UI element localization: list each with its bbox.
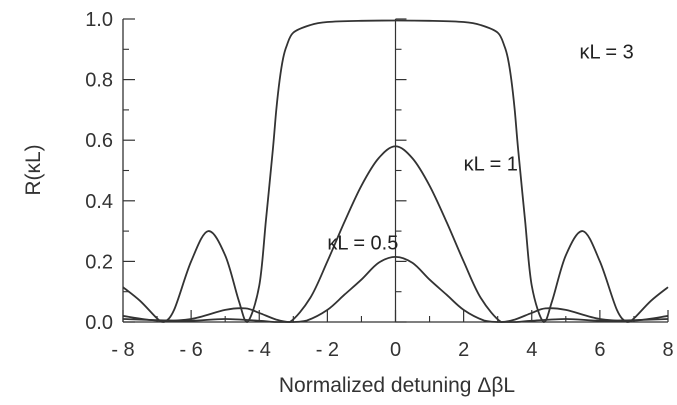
- series-kl-0-5-line: [122, 255, 669, 323]
- series-kl-3-line: [122, 19, 669, 323]
- x-tick-label: 6: [594, 339, 605, 361]
- series-kl-1-line: [122, 145, 669, 323]
- y-tick-label: 0.2: [85, 251, 113, 273]
- axes: 0.0 0.2 0.4 0.6 0.8 1.0 - 8 - 6 - 4 - 2 0 2 4 6 8: [85, 9, 673, 361]
- x-tick-label: 4: [526, 339, 537, 361]
- y-tick-label: 0.8: [85, 70, 113, 92]
- x-tick-label: - 2: [316, 339, 339, 361]
- x-axis-title: Normalized detuning ΔβL: [279, 374, 515, 397]
- x-tick-label: - 4: [248, 339, 271, 361]
- x-tick-label: - 6: [179, 339, 202, 361]
- y-tick-label: 0.0: [85, 312, 113, 334]
- y-tick-label: 1.0: [85, 9, 113, 31]
- series-layer: [122, 19, 669, 323]
- label-kl-0-5: κL = 0.5: [327, 232, 398, 254]
- annotation-layer: κL = 3 κL = 1 κL = 0.5: [327, 41, 633, 254]
- x-tick-label: 0: [390, 339, 401, 361]
- label-kl-1: κL = 1: [464, 154, 518, 176]
- label-kl-3: κL = 3: [579, 41, 633, 63]
- y-tick-label: 0.4: [85, 191, 113, 213]
- x-tick-label: 2: [458, 339, 469, 361]
- y-tick-label: 0.6: [85, 130, 113, 152]
- x-tick-label: 8: [662, 339, 673, 361]
- x-tick-label: - 8: [111, 339, 134, 361]
- y-axis-title: R(κL): [22, 144, 45, 195]
